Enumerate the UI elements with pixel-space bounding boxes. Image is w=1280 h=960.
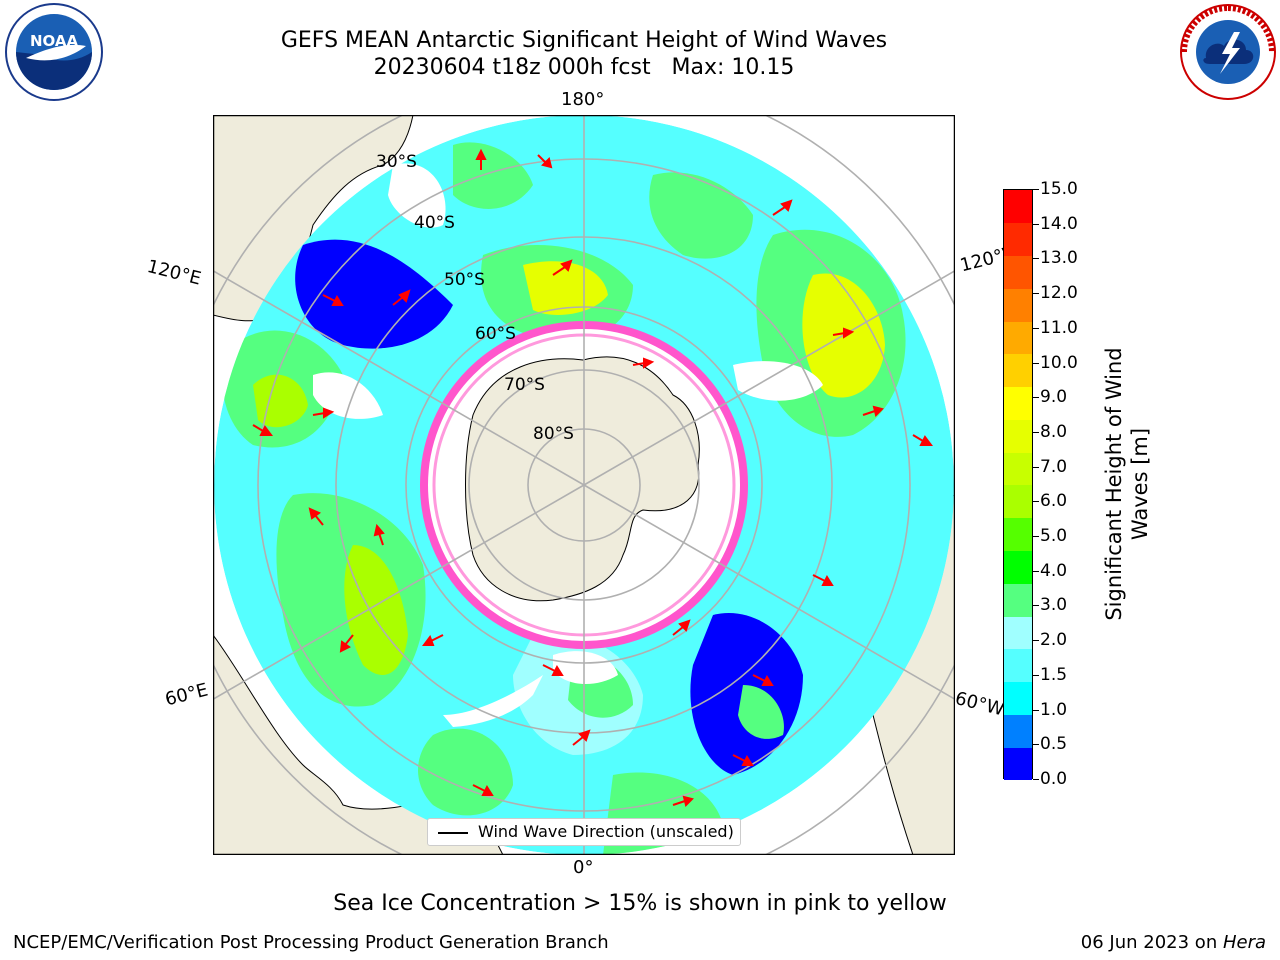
colorbar-tick-mark [1033,674,1039,676]
chart-subtitle: 20230604 t18z 000h fcst Max: 10.15 [373,55,795,80]
colorbar-tick-mark [1033,258,1039,260]
footer-right: 06 Jun 2023 on Hera [1081,932,1266,953]
colorbar-band [1004,419,1032,453]
lat-label-50s: 50°S [444,270,485,290]
colorbar-tick-label: 9.0 [1040,387,1068,408]
colorbar-tick-label: 15.0 [1040,179,1078,199]
colorbar-tick-mark [1033,223,1039,225]
colorbar-tick-label: 5.0 [1040,526,1068,547]
colorbar-band [1004,288,1032,322]
colorbar-tick-mark [1033,536,1039,538]
colorbar-tick-mark [1033,466,1039,468]
colorbar-band [1004,517,1032,552]
lon-label-0: 0° [573,857,594,878]
colorbar-tick-mark [1033,397,1039,399]
colorbar-tick-mark [1033,431,1039,433]
lon-label-60e: 60°E [163,679,211,711]
colorbar-tick-label: 3.0 [1040,595,1068,616]
colorbar-band [1004,485,1032,519]
nws-logo [1178,2,1278,102]
colorbar-tick-label: 2.0 [1040,630,1068,651]
lat-label-80s: 80°S [533,424,574,444]
colorbar-tick-label: 14.0 [1040,213,1078,234]
colorbar [1003,189,1033,781]
svg-text:NOAA: NOAA [30,32,79,50]
lon-label-60w: 60°W [952,688,1007,721]
lat-label-30s: 30°S [376,152,417,172]
colorbar-tick-label: 0.5 [1040,734,1068,755]
colorbar-band [1004,353,1032,388]
legend-line-swatch [438,832,468,834]
colorbar-band [1004,550,1032,584]
colorbar-band [1004,681,1032,715]
colorbar-tick-mark [1033,570,1039,572]
colorbar-band [1004,648,1032,683]
colorbar-tick-mark [1033,779,1039,780]
colorbar-tick-mark [1033,709,1039,711]
noaa-logo: NOAA [4,2,104,102]
map-svg [212,114,956,856]
legend-text: Wind Wave Direction (unscaled) [478,822,734,841]
lat-label-60s: 60°S [475,324,516,344]
map-legend: Wind Wave Direction (unscaled) [427,818,741,846]
colorbar-band [1004,616,1032,650]
colorbar-band [1004,222,1032,257]
sea-ice-caption: Sea Ice Concentration > 15% is shown in … [333,891,947,916]
colorbar-tick-label: 1.5 [1040,664,1068,685]
lon-label-180: 180° [561,89,605,110]
footer-left: NCEP/EMC/Verification Post Processing Pr… [13,932,609,953]
colorbar-tick-mark [1033,744,1039,746]
colorbar-tick-label: 6.0 [1040,491,1068,512]
colorbar-band [1004,255,1032,289]
colorbar-tick-label: 1.0 [1040,699,1068,720]
colorbar-tick-label: 7.0 [1040,456,1068,477]
colorbar-tick-mark [1033,362,1039,364]
colorbar-tick-mark [1033,501,1039,503]
map-panel [212,114,956,856]
land-antarctica [465,356,700,602]
colorbar-band [1004,386,1032,420]
colorbar-tick-label: 0.0 [1040,769,1068,789]
colorbar-tick-mark [1033,327,1039,329]
colorbar-band [1004,583,1032,617]
colorbar-tick-label: 11.0 [1040,317,1078,338]
colorbar-tick-label: 10.0 [1040,352,1078,373]
colorbar-band [1004,747,1032,781]
footer-machine: Hera [1222,932,1266,953]
chart-title: GEFS MEAN Antarctic Significant Height o… [280,28,888,53]
colorbar-label: Significant Height of Wind Waves [m] [1102,347,1152,621]
colorbar-band [1004,452,1032,486]
colorbar-tick-mark [1033,293,1039,295]
colorbar-tick-mark [1033,640,1039,642]
lat-label-70s: 70°S [504,375,545,395]
colorbar-tick-label: 4.0 [1040,560,1068,581]
colorbar-band [1004,190,1032,224]
lat-label-40s: 40°S [414,213,455,233]
footer-date: 06 Jun 2023 on [1080,932,1223,953]
colorbar-band [1004,321,1032,355]
colorbar-band [1004,714,1032,748]
lon-label-120e: 120°E [144,256,204,290]
colorbar-tick-label: 13.0 [1040,248,1078,269]
colorbar-tick-label: 12.0 [1040,283,1078,304]
colorbar-tick-mark [1033,189,1039,190]
colorbar-tick-mark [1033,605,1039,607]
colorbar-tick-label: 8.0 [1040,421,1068,442]
